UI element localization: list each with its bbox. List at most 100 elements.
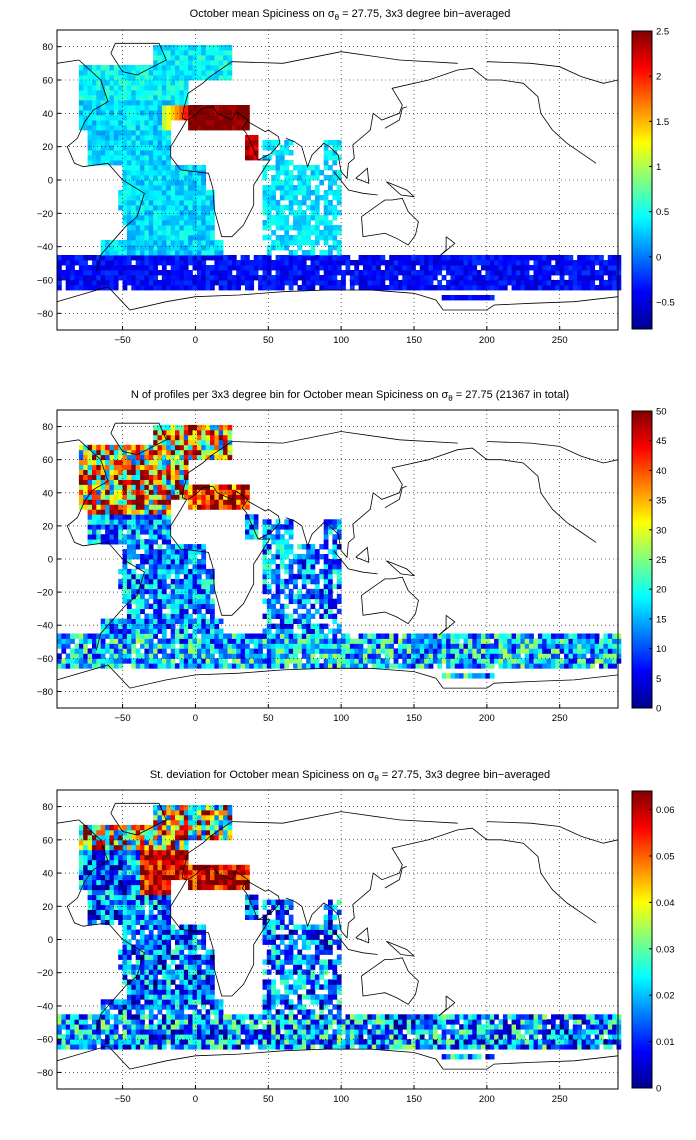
data-cell	[78, 658, 84, 664]
data-cell	[603, 633, 609, 639]
data-cell	[140, 115, 145, 121]
data-cell	[590, 643, 596, 649]
data-cell	[126, 270, 132, 276]
data-cell	[279, 145, 285, 151]
data-cell	[271, 633, 276, 639]
data-cell	[293, 265, 298, 271]
data-cell	[166, 459, 172, 466]
data-cell	[192, 180, 198, 186]
data-cell	[454, 633, 460, 639]
data-cell	[590, 285, 596, 291]
data-cell	[214, 633, 220, 639]
data-cell	[551, 663, 556, 669]
data-cell	[328, 593, 333, 600]
data-cell	[249, 534, 255, 540]
data-cell	[424, 663, 429, 669]
data-cell	[153, 50, 158, 56]
data-cell	[454, 1044, 460, 1050]
data-cell	[245, 514, 250, 520]
data-cell	[122, 280, 128, 286]
data-cell	[70, 653, 75, 659]
data-cell	[179, 603, 185, 610]
data-cell	[192, 454, 198, 461]
data-cell	[507, 270, 513, 276]
data-cell	[310, 588, 316, 595]
data-cell	[87, 155, 93, 161]
data-cell	[262, 1034, 268, 1040]
data-cell	[192, 225, 198, 231]
y-tick-label: 40	[42, 488, 53, 499]
data-cell	[122, 130, 128, 136]
data-cell	[140, 95, 145, 101]
data-cell	[546, 285, 552, 291]
data-cell	[463, 1029, 469, 1035]
data-cell	[144, 484, 150, 490]
data-cell	[179, 628, 185, 634]
data-cell	[319, 554, 325, 560]
data-cell	[92, 260, 97, 266]
x-tick-label: 150	[406, 713, 422, 724]
data-cell	[551, 255, 556, 261]
data-cell	[476, 1034, 482, 1040]
data-cell	[275, 593, 281, 600]
data-cell	[511, 658, 517, 664]
data-cell	[502, 265, 508, 271]
data-cell	[262, 265, 268, 271]
data-cell	[100, 494, 106, 500]
data-cell	[210, 583, 215, 590]
data-cell	[148, 539, 154, 545]
data-cell	[210, 230, 215, 236]
data-cell	[175, 260, 180, 266]
data-cell	[61, 638, 67, 644]
data-cell	[349, 653, 355, 659]
data-cell	[231, 1039, 237, 1045]
data-cell	[192, 633, 198, 639]
data-cell	[223, 633, 228, 639]
data-cell	[131, 449, 137, 456]
data-cell	[323, 663, 329, 669]
data-cell	[498, 638, 504, 644]
data-cell	[179, 240, 185, 246]
data-cell	[157, 494, 163, 500]
data-cell	[109, 145, 115, 151]
data-cell	[516, 275, 521, 281]
data-cell	[131, 544, 137, 550]
data-cell	[603, 280, 609, 286]
data-cell	[240, 110, 246, 116]
data-cell	[323, 255, 329, 261]
data-cell	[210, 663, 215, 669]
data-cell	[612, 663, 617, 669]
data-cell	[393, 1044, 399, 1050]
data-cell	[170, 628, 176, 634]
data-cell	[83, 90, 88, 96]
data-cell	[179, 220, 185, 226]
data-cell	[245, 653, 250, 659]
data-cell	[161, 150, 167, 156]
data-cell	[105, 240, 110, 246]
data-cell	[245, 270, 250, 276]
data-cell	[135, 150, 141, 156]
data-cell	[126, 275, 132, 281]
data-cell	[419, 1039, 425, 1045]
data-cell	[192, 618, 198, 624]
data-cell	[301, 598, 307, 605]
data-cell	[559, 1044, 565, 1050]
data-cell	[113, 469, 119, 475]
data-cell	[214, 125, 220, 131]
colorbar-tick-label: 30	[656, 525, 667, 536]
data-cell	[419, 633, 425, 639]
data-cell	[594, 1034, 600, 1040]
data-cell	[118, 75, 123, 81]
data-cell	[196, 598, 202, 605]
data-cell	[144, 494, 150, 500]
data-cell	[183, 115, 189, 121]
data-cell	[494, 1039, 499, 1045]
data-cell	[336, 285, 342, 291]
data-cell	[367, 638, 373, 644]
data-cell	[616, 648, 622, 654]
data-cell	[314, 1039, 320, 1045]
data-cell	[192, 663, 198, 669]
data-cell	[319, 230, 325, 236]
data-cell	[328, 578, 333, 585]
data-cell	[223, 424, 228, 431]
